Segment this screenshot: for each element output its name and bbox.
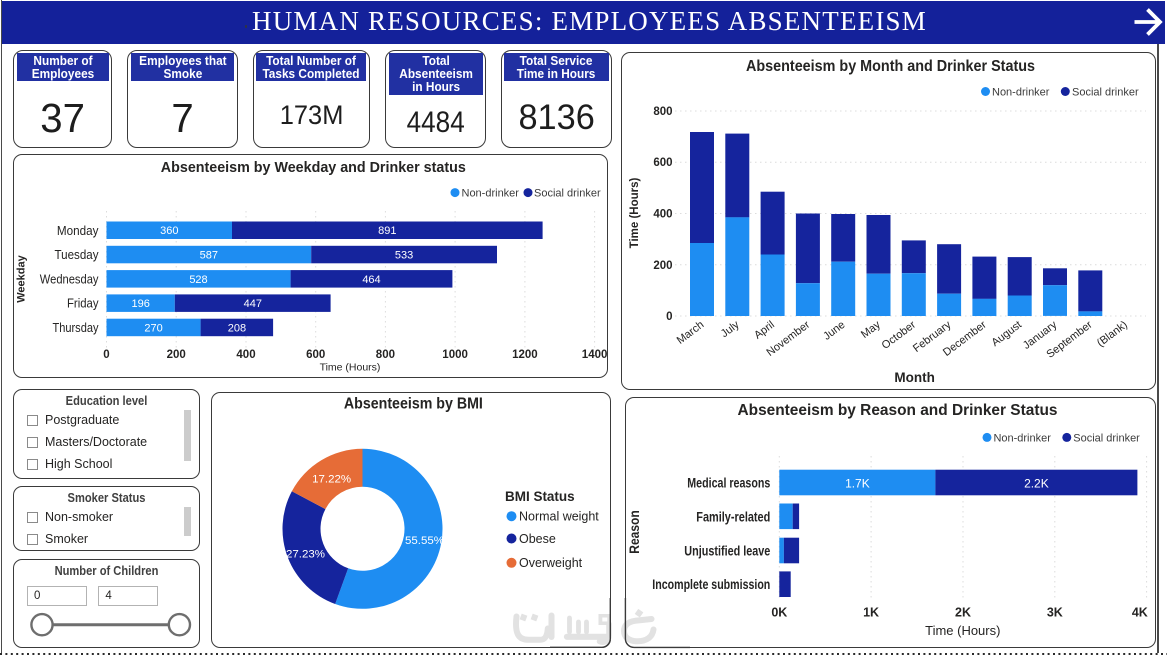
svg-text:BMI Status: BMI Status [505,489,575,504]
svg-text:Absenteeism by Month and Drink: Absenteeism by Month and Drinker Status [746,58,1035,75]
svg-text:Month: Month [894,370,934,385]
svg-text:Unjustified leave: Unjustified leave [684,543,770,558]
svg-text:55.55%: 55.55% [405,535,444,547]
svg-text:(Blank): (Blank) [1095,319,1130,350]
svg-text:270: 270 [144,323,162,335]
svg-text:Incomplete submission: Incomplete submission [652,577,770,592]
svg-text:587: 587 [200,250,218,262]
svg-text:2K: 2K [955,605,971,619]
svg-text:Social drinker: Social drinker [1073,432,1140,444]
svg-text:Absenteeism by Weekday and Dri: Absenteeism by Weekday and Drinker statu… [161,159,466,176]
svg-text:3K: 3K [1047,605,1063,619]
svg-text:Non-drinker: Non-drinker [993,432,1051,444]
svg-text:Overweight: Overweight [519,557,583,571]
svg-text:0K: 0K [771,605,787,619]
svg-text:Time (Hours): Time (Hours) [629,177,641,248]
svg-text:August: August [989,319,1024,349]
svg-text:17.22%: 17.22% [312,474,351,486]
svg-text:447: 447 [244,298,262,310]
svg-text:Normal weight: Normal weight [519,510,599,524]
svg-text:Weekday: Weekday [16,255,28,303]
svg-text:2.2K: 2.2K [1024,476,1049,490]
svg-text:Time (Hours): Time (Hours) [320,362,381,374]
svg-text:1.7K: 1.7K [845,476,870,490]
svg-text:600: 600 [306,349,325,361]
svg-text:200: 200 [167,349,186,361]
svg-text:1200: 1200 [512,349,538,361]
svg-text:Wednesday: Wednesday [40,272,99,287]
svg-text:1000: 1000 [442,349,468,361]
svg-text:4K: 4K [1132,605,1148,619]
svg-text:800: 800 [376,349,395,361]
svg-text:27.23%: 27.23% [286,549,325,561]
svg-text:May: May [859,319,883,341]
svg-text:208: 208 [228,323,246,335]
svg-text:Friday: Friday [67,296,99,311]
svg-text:Social drinker: Social drinker [534,188,601,200]
svg-text:Family-related: Family-related [696,509,770,524]
svg-text:0: 0 [666,311,672,323]
svg-text:360: 360 [160,225,178,237]
svg-text:600: 600 [653,157,672,169]
svg-text:Monday: Monday [57,223,99,238]
svg-text:Time (Hours): Time (Hours) [925,622,1000,637]
svg-text:1400: 1400 [582,349,608,361]
svg-text:200: 200 [653,260,672,272]
svg-text:Non-drinker: Non-drinker [992,87,1050,99]
svg-text:891: 891 [378,225,396,237]
svg-text:Reason: Reason [626,510,642,553]
svg-text:464: 464 [362,274,380,286]
svg-text:1K: 1K [863,605,879,619]
svg-text:March: March [675,319,707,347]
svg-text:196: 196 [132,298,150,310]
svg-text:Obese: Obese [519,532,556,546]
svg-text:400: 400 [653,209,672,221]
svg-text:Absenteeism by Reason and Drin: Absenteeism by Reason and Drinker Status [737,401,1057,418]
svg-text:Medical reasons: Medical reasons [687,475,770,490]
svg-text:0: 0 [103,349,109,361]
svg-text:533: 533 [395,250,413,262]
svg-text:Social drinker: Social drinker [1072,87,1139,99]
svg-text:Absenteeism by BMI: Absenteeism by BMI [344,396,483,413]
svg-text:June: June [821,319,847,343]
svg-text:400: 400 [236,349,255,361]
svg-text:Tuesday: Tuesday [55,247,99,262]
svg-text:April: April [752,319,777,342]
svg-text:Non-drinker: Non-drinker [462,188,520,200]
svg-text:528: 528 [189,274,207,286]
svg-text:800: 800 [653,106,672,118]
svg-text:Thursday: Thursday [53,320,99,335]
svg-text:July: July [719,319,742,341]
